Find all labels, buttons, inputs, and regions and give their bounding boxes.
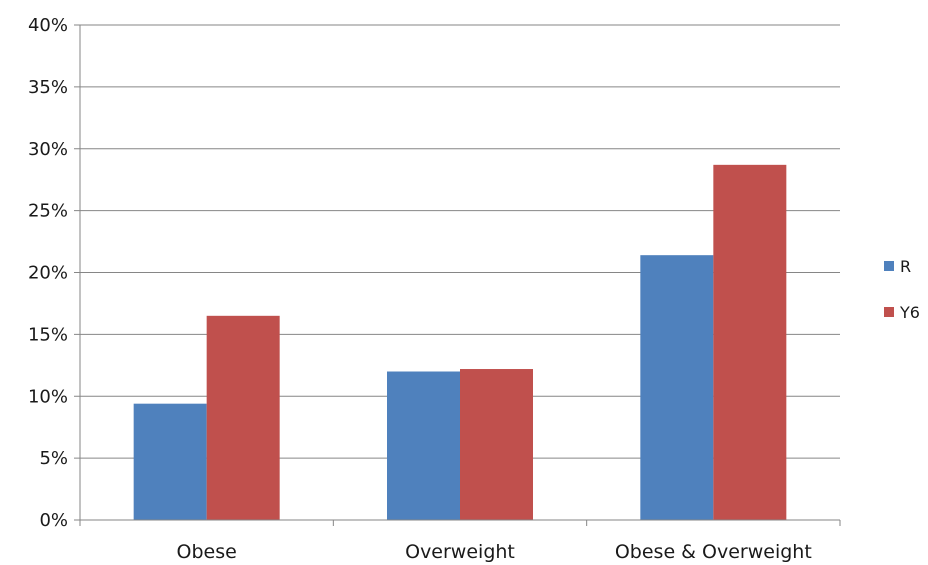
bar-r-2 bbox=[387, 371, 460, 520]
y-tick-label: 20% bbox=[28, 263, 68, 284]
y-tick-label: 15% bbox=[28, 324, 68, 345]
x-tick-label: Obese bbox=[177, 541, 237, 563]
y-tick-label: 40% bbox=[28, 15, 68, 36]
x-axis: Obese Overweight Obese & Overweight bbox=[79, 519, 841, 563]
legend-label-y6: Y6 bbox=[899, 303, 920, 322]
bar-y6-2 bbox=[460, 369, 533, 520]
x-tick-label: Obese & Overweight bbox=[615, 541, 812, 563]
y-tick-label: 5% bbox=[39, 448, 68, 469]
y-tick-label: 0% bbox=[39, 510, 68, 531]
y-tick-label: 30% bbox=[28, 139, 68, 160]
bar-y6-3 bbox=[713, 164, 787, 520]
legend: R Y6 bbox=[884, 257, 920, 322]
bars bbox=[133, 164, 787, 521]
y-tick-label: 10% bbox=[28, 386, 68, 407]
y-axis: 0% 5% 10% 15% 20% 25% 30% 35% 40% bbox=[28, 15, 81, 531]
bar-r-1 bbox=[133, 403, 207, 520]
legend-swatch-y6 bbox=[884, 307, 894, 317]
bar-y6-1 bbox=[206, 315, 280, 520]
legend-swatch-r bbox=[884, 261, 894, 271]
y-tick-label: 25% bbox=[28, 201, 68, 222]
bar-r-3 bbox=[640, 255, 714, 521]
legend-label-r: R bbox=[900, 257, 911, 276]
y-tick-label: 35% bbox=[28, 77, 68, 98]
x-tick-label: Overweight bbox=[405, 541, 515, 563]
